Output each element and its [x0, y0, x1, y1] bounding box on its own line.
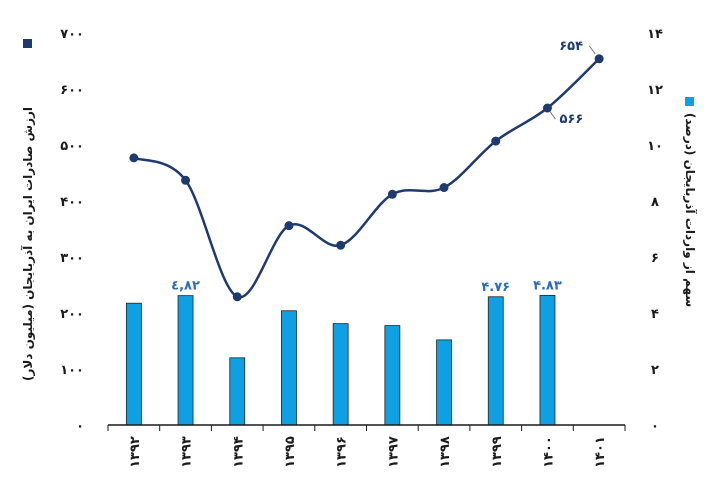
x-tick-label: ۱۳۹۷ [386, 436, 401, 468]
line-point [129, 153, 139, 163]
line-point [594, 54, 604, 64]
x-tick-label: ۱۳۹۵ [283, 436, 298, 468]
right-series-marker [685, 97, 694, 106]
left-tick-label: ۳۰۰ [60, 251, 84, 266]
data-label: ٤,٨٢ [171, 279, 200, 294]
right-tick-label: ۱۲ [647, 83, 663, 98]
data-label: ۴.۷۶ [481, 280, 510, 295]
line-point [284, 221, 294, 231]
left-tick-label: ۶۰۰ [60, 83, 84, 98]
right-tick-label: ۱۰ [647, 139, 663, 154]
x-tick-group: ۱۳۹۶ [335, 436, 350, 468]
line-point [439, 183, 449, 193]
right-tick-label: ۰ [651, 419, 659, 434]
left-tick-label: ۷۰۰ [60, 27, 84, 42]
x-tick-group: ۱۳۹۳ [180, 436, 195, 468]
line-series [133, 57, 601, 299]
label-leader [588, 45, 596, 55]
line-point [181, 175, 191, 185]
left-axis-title: ارزش صادرات ایران به آذربایجان (میلیون د… [20, 107, 36, 381]
x-tick-group: ۱۳۹۲ [128, 436, 143, 468]
right-tick-label: ۸ [651, 195, 659, 210]
x-tick-group: ۱۳۹۴ [231, 436, 246, 468]
left-axis-title-group: ارزش صادرات ایران به آذربایجان (میلیون د… [20, 107, 36, 381]
x-tick-label: ۱۳۹۲ [128, 436, 143, 468]
bar [384, 325, 401, 426]
left-tick-label: ۵۰۰ [60, 139, 84, 154]
data-label: ۶۵۴ [559, 39, 583, 54]
x-tick-group: ۱۳۹۵ [283, 436, 298, 468]
bar-series [125, 294, 556, 426]
data-label: ۴.۸۳ [533, 278, 562, 293]
right-tick-label: ۱۴ [647, 27, 663, 42]
data-label: ۵۶۶ [560, 112, 584, 127]
left-tick-label: ۲۰۰ [60, 307, 84, 322]
right-tick-label: ۶ [651, 251, 659, 266]
label-leader [550, 111, 556, 120]
line-points [129, 54, 604, 302]
x-tick-label: ۱۴۰۰ [541, 436, 556, 468]
bar [125, 302, 142, 426]
bar [281, 310, 297, 426]
left-tick-label: ۱۰۰ [60, 363, 84, 378]
left-tick-label: ۴۰۰ [60, 195, 84, 210]
x-tick-group: ۱۳۹۷ [386, 436, 401, 468]
x-tick-label: ۱۳۹۹ [490, 436, 505, 468]
line-point [387, 189, 397, 199]
right-tick-label: ۲ [651, 363, 659, 378]
left-axis-ticks: ۰ ۱۰۰ ۲۰۰ ۳۰۰ ۴۰۰ ۵۰۰ ۶۰۰ ۷۰۰ [60, 27, 84, 434]
x-tick-label: ۱۴۰۱ [593, 436, 608, 468]
x-tick-label: ۱۳۹۳ [180, 436, 195, 468]
bar [177, 295, 194, 426]
x-tick-label: ۱۳۹۶ [335, 436, 350, 468]
bar [487, 296, 504, 426]
x-tick-group: ۱۴۰۱ [593, 436, 608, 468]
line-point [232, 292, 242, 302]
x-tick-group: ۱۴۰۰ [541, 436, 556, 468]
line-point [542, 103, 552, 113]
line-point [491, 136, 501, 146]
data-labels: ۶۵۴ ۵۶۶ ٤,٨٢ ۴.۷۶ ۴.۸۳ [171, 39, 596, 295]
bar [539, 294, 556, 426]
right-axis-title-group: سهم از واردات آذربایجان (درصد) [682, 113, 698, 307]
left-tick-label: ۰ [76, 419, 84, 434]
x-tick-label: ۱۳۹۴ [231, 436, 246, 468]
bar [332, 323, 349, 426]
bar [436, 339, 452, 426]
x-tick-label: ۱۳۹۸ [438, 436, 453, 468]
x-axis-ticks: ۱۳۹۲ ۱۳۹۳ ۱۳۹۴ ۱۳۹۵ ۱۳۹۶ ۱۳۹۷ ۱۳۹۸ ۱۳۹۹ ۱۴۰۰ ۱۴۰۱ [107, 425, 626, 468]
right-tick-label: ۴ [651, 307, 659, 322]
right-axis-title: سهم از واردات آذربایجان (درصد) [682, 113, 698, 307]
x-tick-group: ۱۳۹۸ [438, 436, 453, 468]
right-axis-ticks: ۰ ۲ ۴ ۶ ۸ ۱۰ ۱۲ ۱۴ [647, 27, 663, 434]
bar [229, 357, 246, 426]
x-tick-group: ۱۳۹۹ [490, 436, 505, 468]
line-point [336, 240, 346, 250]
left-series-marker [23, 39, 32, 48]
